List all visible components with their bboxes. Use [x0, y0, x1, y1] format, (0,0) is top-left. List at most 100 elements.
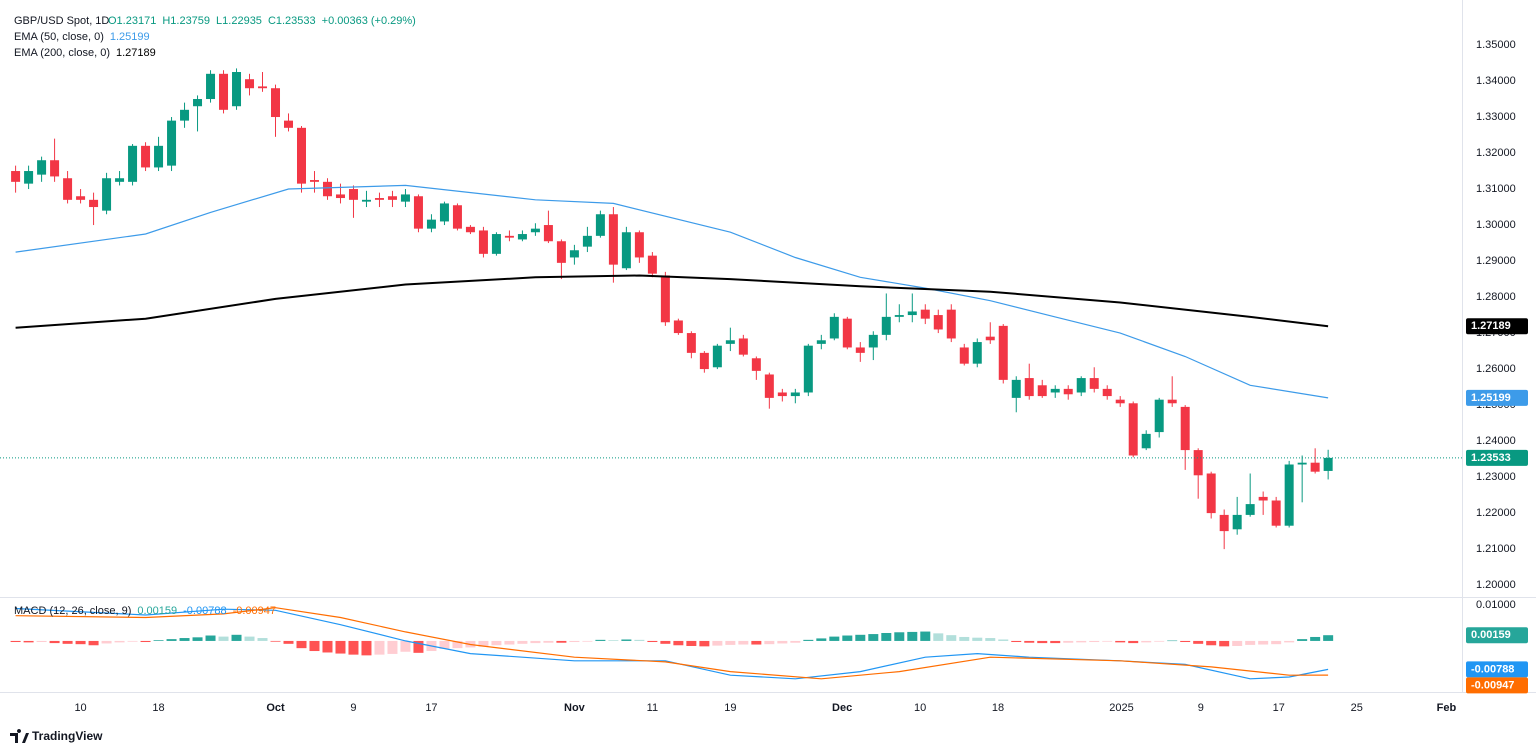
logo-icon: [10, 729, 29, 743]
candle-body: [439, 203, 449, 222]
candle-body: [1219, 514, 1229, 532]
y-tick-label: 1.30000: [1476, 219, 1516, 231]
candle-body: [712, 345, 722, 368]
histogram-bar: [88, 640, 99, 646]
candle-body: [1271, 500, 1281, 526]
y-tick-label: 1.24000: [1476, 435, 1516, 447]
histogram-bar: [1180, 640, 1191, 643]
candle-body: [245, 79, 255, 89]
labels: 1.35000 1.34000 1.33000 1.32000 1.31000 1.300…: [74, 39, 1528, 714]
candle-body: [232, 72, 242, 107]
histogram-bar: [192, 637, 203, 641]
candle-body: [413, 196, 423, 229]
histogram-bar: [309, 640, 320, 652]
candle-body: [1128, 403, 1138, 456]
candle-body: [271, 88, 281, 118]
histogram-bar: [218, 636, 229, 641]
candle-body: [738, 338, 748, 355]
candle-body: [777, 392, 787, 397]
histogram-bar: [556, 640, 567, 643]
candle-body: [1323, 457, 1333, 471]
candle-body: [1258, 496, 1268, 501]
price-badge-label: -0.00788: [1471, 663, 1514, 675]
candle-body: [556, 241, 566, 263]
candle-body: [530, 228, 540, 233]
legend-text: C1.23533: [268, 15, 316, 27]
legend-text: MACD (12, 26, close, 9): [14, 605, 131, 617]
x-tick-label: Nov: [564, 702, 586, 714]
x-tick-label: 2025: [1109, 702, 1133, 714]
histogram-bar: [179, 638, 190, 641]
histogram-bar: [699, 640, 710, 647]
histogram-bar: [374, 640, 385, 655]
histogram-bar: [270, 640, 281, 642]
candle-body: [998, 325, 1008, 380]
histogram-bar: [712, 640, 723, 646]
price-badge-label: 1.27189: [1471, 320, 1511, 332]
candle-body: [193, 99, 203, 107]
histogram-bar: [296, 640, 307, 649]
x-tick-label: 17: [1273, 702, 1285, 714]
candle-body: [219, 73, 229, 110]
candle-body: [11, 171, 21, 182]
candle-body: [959, 347, 969, 364]
x-tick-label: Feb: [1437, 702, 1457, 714]
candle-body: [322, 181, 332, 197]
candle-body: [595, 214, 605, 236]
histogram-bar: [686, 640, 697, 646]
y-tick-label: 1.34000: [1476, 75, 1516, 87]
histogram-bar: [62, 640, 73, 644]
histogram-bar: [907, 631, 918, 641]
histogram-bar: [1115, 640, 1126, 643]
candle-body: [829, 316, 839, 339]
histogram-bar: [985, 638, 996, 641]
histogram-bar: [608, 640, 619, 641]
candle-body: [1232, 514, 1242, 530]
candle-body: [1310, 462, 1320, 472]
candle-body: [946, 309, 956, 339]
histogram-bar: [829, 636, 840, 641]
histogram-bar: [361, 640, 372, 656]
y-tick-label: 1.20000: [1476, 579, 1516, 591]
histogram-bar: [1128, 640, 1139, 644]
histogram-bar: [881, 632, 892, 641]
histogram-bar: [1284, 640, 1295, 643]
histogram-bar: [1063, 640, 1074, 643]
histogram-bar: [75, 640, 86, 645]
price-badge-label: 1.25199: [1471, 392, 1511, 404]
candle-body: [1063, 388, 1073, 395]
histogram-bar: [1076, 640, 1087, 643]
price-badge-label: 1.23533: [1471, 452, 1511, 464]
histogram-bar: [543, 640, 554, 643]
candle-body: [660, 275, 670, 323]
candle-body: [933, 315, 943, 330]
x-tick-label: 18: [992, 702, 1004, 714]
x-tick-label: 17: [425, 702, 437, 714]
candle-body: [426, 219, 436, 229]
x-tick-label: 9: [350, 702, 356, 714]
candle-body: [894, 315, 904, 317]
histogram-bar: [1011, 640, 1022, 643]
candle-body: [1284, 464, 1294, 526]
candle-body: [335, 194, 345, 199]
candle-body: [504, 235, 514, 238]
candle-body: [790, 392, 800, 397]
histogram-bar: [244, 636, 255, 641]
histogram-bar: [1271, 640, 1282, 645]
histogram-bar: [231, 634, 242, 641]
candle-body: [764, 374, 774, 398]
histogram-bar: [1219, 640, 1230, 647]
legend-text: EMA (50, close, 0): [14, 31, 104, 43]
histogram-bar: [1050, 640, 1061, 644]
price-badge: [1466, 677, 1528, 694]
histogram-bar: [764, 640, 775, 645]
candle-body: [1180, 406, 1190, 451]
candle-body: [1037, 385, 1047, 397]
histogram-bar: [1167, 640, 1178, 642]
histogram-bar: [1245, 640, 1256, 645]
histogram-bar: [1037, 640, 1048, 644]
histogram-bar: [140, 640, 151, 643]
candle-body: [76, 196, 86, 200]
candle-body: [816, 340, 826, 344]
candle-body: [115, 178, 125, 182]
